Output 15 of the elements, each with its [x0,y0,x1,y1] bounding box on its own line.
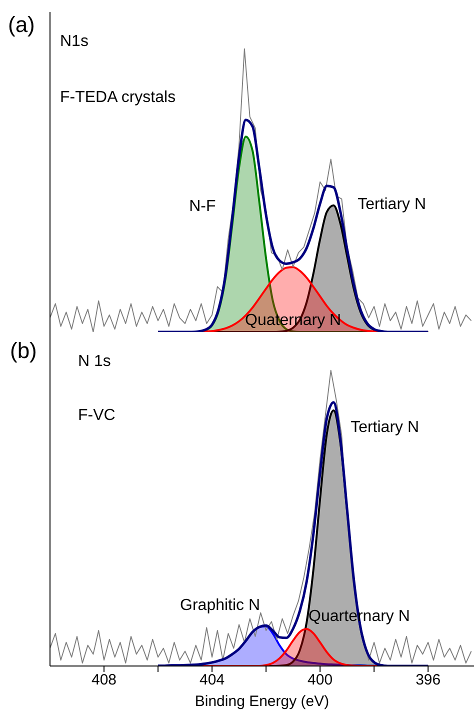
x-tick-label: 400 [308,672,333,689]
x-axis-title: Binding Energy (eV) [194,693,330,710]
x-tick-label: 396 [416,672,441,689]
chart-title: (a) [8,12,35,38]
x-tick-label: 404 [200,672,225,689]
series-label: Tertiary N [358,195,426,216]
series-label: Tertiary N [350,418,420,438]
series-label: N-F [189,196,216,217]
x-tick-label: 408 [91,672,117,689]
series-label: Graphitic N [180,596,260,616]
annotation: F-TEDA crystals [60,88,176,108]
chart-title: (b) [10,338,37,364]
annotation: N1s [60,32,88,52]
annotation: N 1s [78,352,111,372]
annotation: F-VC [78,406,116,426]
